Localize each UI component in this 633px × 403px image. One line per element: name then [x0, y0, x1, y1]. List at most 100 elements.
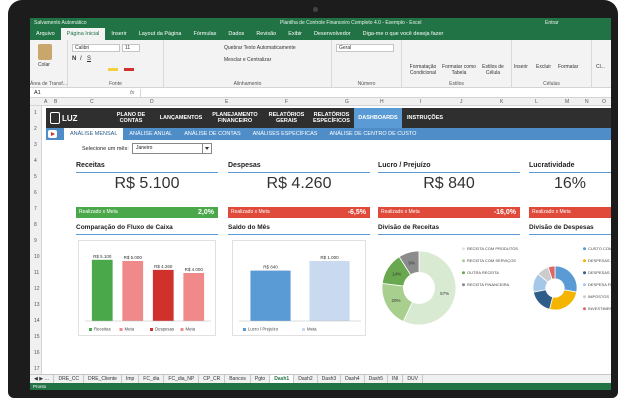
- nav-item-6[interactable]: INSTRUÇÕES: [406, 115, 444, 121]
- paste-icon[interactable]: [38, 44, 52, 60]
- pie-slice[interactable]: [554, 265, 578, 293]
- subnav-tab-1[interactable]: ANÁLISE ANUAL: [129, 131, 173, 137]
- month-select[interactable]: Janeiro: [132, 143, 212, 154]
- name-box[interactable]: A1: [34, 90, 41, 96]
- sheet-tab[interactable]: CP_CR: [199, 375, 226, 383]
- fx-icon[interactable]: fx: [130, 90, 135, 96]
- bar[interactable]: [91, 259, 113, 321]
- row-header[interactable]: 13: [34, 302, 40, 308]
- row-header[interactable]: 9: [34, 238, 37, 244]
- format-cells-button[interactable]: Formatar: [558, 64, 579, 70]
- clear-button[interactable]: Cl...: [596, 64, 605, 70]
- column-header[interactable]: C: [90, 99, 94, 105]
- conditional-format-button[interactable]: Formatação Condicional: [409, 64, 437, 76]
- row-header[interactable]: 10: [34, 254, 40, 260]
- column-header[interactable]: F: [285, 99, 289, 105]
- sheet-tab[interactable]: Imp: [122, 375, 140, 383]
- row-header[interactable]: 4: [34, 158, 37, 164]
- column-header[interactable]: M: [565, 99, 570, 105]
- menu-tab-6[interactable]: Revisão: [256, 31, 277, 37]
- row-header[interactable]: 17: [34, 366, 40, 372]
- paste-button[interactable]: Colar: [38, 62, 50, 68]
- bar[interactable]: [309, 261, 350, 321]
- menu-tab-1[interactable]: Página Inicial: [60, 28, 106, 40]
- row-header[interactable]: 8: [34, 222, 37, 228]
- nav-item-4[interactable]: RELATÓRIOS ESPECÍFICOS: [313, 112, 350, 124]
- nav-item-0[interactable]: PLANO DE CONTAS: [116, 112, 146, 124]
- column-header[interactable]: A: [44, 99, 48, 105]
- underline-button[interactable]: S: [87, 56, 92, 62]
- sign-in-link[interactable]: Entrar: [545, 20, 559, 26]
- delete-cells-button[interactable]: Excluir: [536, 64, 552, 70]
- column-header[interactable]: E: [225, 99, 229, 105]
- column-header[interactable]: D: [150, 99, 154, 105]
- sheet-tab[interactable]: INI: [388, 375, 404, 383]
- sheet-tab[interactable]: Dash4: [341, 375, 365, 383]
- menu-tab-2[interactable]: Inserir: [111, 31, 127, 37]
- nav-item-5[interactable]: DASHBOARDS: [354, 108, 402, 128]
- menu-tab-8[interactable]: Desenvolvedor: [313, 31, 351, 37]
- chevron-down-icon[interactable]: [202, 144, 211, 153]
- row-header[interactable]: 2: [34, 126, 37, 132]
- column-header[interactable]: N: [585, 99, 589, 105]
- row-header[interactable]: 16: [34, 350, 40, 356]
- nav-item-3[interactable]: RELATÓRIOS GERAIS: [268, 112, 305, 124]
- fill-color-icon[interactable]: [108, 68, 118, 71]
- autosave-label[interactable]: Salvamento Automático: [34, 20, 87, 26]
- column-header[interactable]: K: [500, 99, 504, 105]
- font-size-select[interactable]: 11: [122, 44, 140, 52]
- row-header[interactable]: 3: [34, 142, 37, 148]
- sheet-tab[interactable]: Dash5: [365, 375, 389, 383]
- cell-styles-button[interactable]: Estilos de Célula: [482, 64, 504, 76]
- menu-tab-7[interactable]: Exibir: [288, 31, 302, 37]
- bar[interactable]: [183, 273, 205, 321]
- sheet-tab[interactable]: DRE_Cliente: [84, 375, 122, 383]
- format-table-button[interactable]: Formatar como Tabela: [442, 64, 476, 76]
- row-header[interactable]: 7: [34, 206, 37, 212]
- row-header[interactable]: 5: [34, 174, 37, 180]
- subnav-tab-4[interactable]: ANÁLISE DE CENTRO DE CUSTO: [329, 131, 417, 137]
- formula-input[interactable]: [140, 89, 609, 97]
- column-header[interactable]: J: [460, 99, 463, 105]
- row-header[interactable]: 11: [34, 270, 40, 276]
- menu-tab-9[interactable]: Diga-me o que você deseja fazer: [362, 31, 444, 37]
- subnav-tab-3[interactable]: ANÁLISES ESPECÍFICAS: [252, 131, 318, 137]
- italic-button[interactable]: I: [80, 56, 82, 62]
- pie-slice[interactable]: [547, 265, 556, 280]
- sheet-tab[interactable]: DRE_CC: [54, 375, 85, 383]
- number-format-select[interactable]: Geral: [336, 44, 394, 52]
- menu-tab-4[interactable]: Fórmulas: [193, 31, 217, 37]
- sheet-tab[interactable]: Pgto: [251, 375, 271, 383]
- tab-scroll-icon[interactable]: ◀ ▶ …: [30, 375, 55, 383]
- insert-cells-button[interactable]: Inserir: [514, 64, 528, 70]
- bar[interactable]: [250, 270, 291, 321]
- row-header[interactable]: 14: [34, 318, 40, 324]
- font-name-select[interactable]: Calibri: [72, 44, 120, 52]
- row-header[interactable]: 1: [34, 110, 37, 116]
- row-header[interactable]: 6: [34, 190, 37, 196]
- menu-tab-3[interactable]: Layout da Página: [138, 31, 182, 37]
- pie-slice[interactable]: [532, 289, 554, 310]
- column-header[interactable]: G: [345, 99, 349, 105]
- nav-item-1[interactable]: LANÇAMENTOS: [159, 115, 203, 121]
- sheet-tab[interactable]: Dash3: [318, 375, 342, 383]
- merge-center-button[interactable]: Mesclar e Centralizar: [224, 57, 272, 63]
- sheet-tab[interactable]: FC_dia: [139, 375, 165, 383]
- pie-slice[interactable]: [398, 250, 420, 276]
- subnav-tab-2[interactable]: ANÁLISE DE CONTAS: [184, 131, 241, 137]
- sheet-tab[interactable]: Dash2: [294, 375, 318, 383]
- sheet-tab[interactable]: Dash1: [270, 375, 295, 383]
- menu-tab-5[interactable]: Dados: [228, 31, 245, 37]
- bar[interactable]: [122, 261, 144, 321]
- sheet-tab[interactable]: DUV: [403, 375, 423, 383]
- sheet-tab[interactable]: Bancos: [225, 375, 251, 383]
- column-header[interactable]: O: [602, 99, 606, 105]
- sheet-tab[interactable]: FC_dia_NP: [164, 375, 200, 383]
- column-header[interactable]: I: [420, 99, 422, 105]
- row-header[interactable]: 12: [34, 286, 40, 292]
- column-header[interactable]: L: [535, 99, 538, 105]
- wrap-text-button[interactable]: Quebrar Texto Automaticamente: [224, 45, 296, 51]
- menu-tab-0[interactable]: Arquivo: [36, 31, 55, 37]
- row-header[interactable]: 15: [34, 334, 40, 340]
- bar[interactable]: [152, 269, 174, 321]
